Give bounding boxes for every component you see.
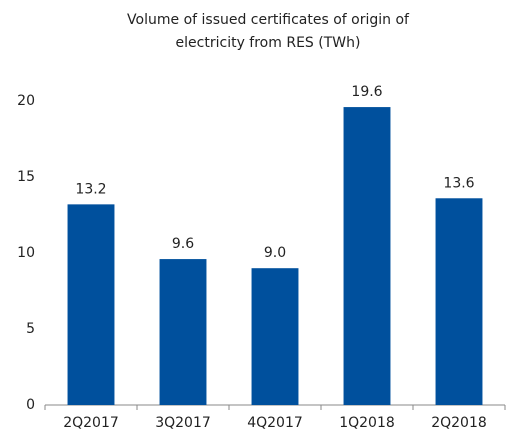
x-tick-label: 2Q2017 [63,415,119,431]
y-tick-label: 15 [17,169,35,185]
x-tick-label: 4Q2017 [247,415,303,431]
bar [159,259,207,405]
bar [67,204,115,405]
y-tick-label: 5 [26,321,35,337]
bar [251,268,299,405]
y-tick-label: 0 [26,397,35,413]
data-label: 19.6 [351,84,382,100]
y-tick-label: 20 [17,93,35,109]
y-tick-label: 10 [17,245,35,261]
bar [435,198,483,405]
data-label: 13.2 [75,181,106,197]
data-label: 9.0 [264,245,286,261]
x-tick-label: 2Q2018 [431,415,487,431]
chart-title: Volume of issued certificates of origin … [127,12,410,28]
bar [343,107,391,405]
chart-title: electricity from RES (TWh) [176,35,361,51]
x-tick-label: 1Q2018 [339,415,395,431]
data-label: 13.6 [443,175,474,191]
x-tick-label: 3Q2017 [155,415,211,431]
data-label: 9.6 [172,236,194,252]
